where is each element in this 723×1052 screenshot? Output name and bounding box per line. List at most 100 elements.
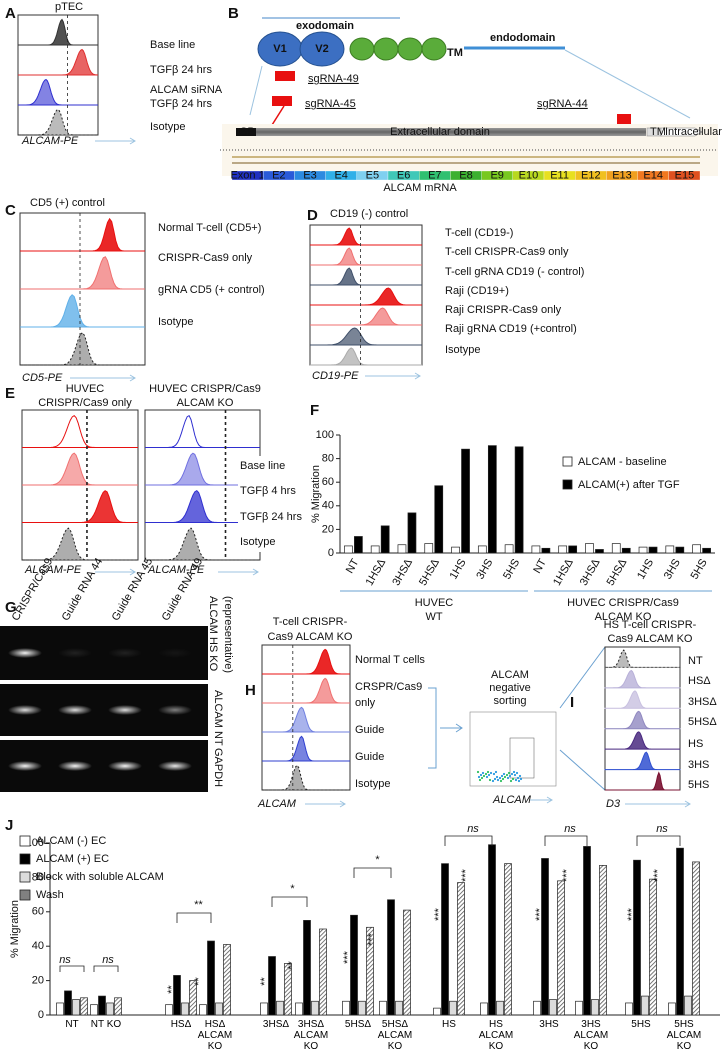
axis-label: CD5-PE xyxy=(22,372,63,384)
bar xyxy=(684,995,692,1016)
significance: ** xyxy=(166,985,178,994)
histogram-peak xyxy=(18,48,99,76)
panel-label: E xyxy=(5,385,15,402)
x-tick-label: HS ALCAM KO xyxy=(478,1019,514,1052)
histogram-peak xyxy=(22,452,138,486)
legend-swatch xyxy=(19,835,31,847)
significance: ns xyxy=(564,823,576,835)
x-tick-label: 5HS xyxy=(689,557,710,582)
arrow-head xyxy=(684,800,691,808)
row-label: Normal T cells xyxy=(355,654,425,666)
exon-label: E11 xyxy=(550,169,569,181)
guide-label: sgRNA-44 xyxy=(537,98,588,110)
line xyxy=(559,749,606,791)
sort-event xyxy=(511,777,515,781)
bar xyxy=(692,861,700,1016)
legend-swatch xyxy=(19,871,31,883)
panel-label: B xyxy=(228,5,239,22)
row-label: Guide xyxy=(355,751,384,763)
group-label: HUVEC CRISPR/Cas9 xyxy=(567,597,679,609)
exon xyxy=(668,170,701,181)
gene-label: SP xyxy=(240,126,255,138)
bar xyxy=(403,909,411,1016)
sort-event xyxy=(506,776,510,780)
significance: ns xyxy=(467,823,479,835)
guide-label: sgRNA-49 xyxy=(308,73,359,85)
x-tick-label: 5HSΔ xyxy=(605,556,630,587)
exon-label: E6 xyxy=(397,169,410,181)
bar xyxy=(575,1000,583,1016)
y-tick-label: 60 xyxy=(322,476,334,488)
histogram-peak xyxy=(262,735,350,762)
bar xyxy=(223,944,231,1016)
sort-event xyxy=(505,773,509,777)
panel-label: F xyxy=(310,402,319,419)
x-tick-label: HS xyxy=(442,1019,456,1030)
panel-title: CRISPR/Cas9 only xyxy=(38,397,132,409)
gel-band xyxy=(108,705,142,715)
row-label: Raji CRISPR-Cas9 only xyxy=(445,304,562,316)
x-tick-label: 3HS xyxy=(539,1019,559,1030)
row-label: CRISPR-Cas9 only xyxy=(158,252,253,264)
row-label: T-cell CRISPR-Cas9 only xyxy=(445,246,569,258)
domain-label: endodomain xyxy=(490,32,556,44)
gel-band xyxy=(108,761,142,771)
line xyxy=(271,105,285,126)
legend-swatch xyxy=(19,853,31,865)
exon-label: Exon 1 xyxy=(230,169,264,181)
row-label: gRNA CD5 (+ control) xyxy=(158,284,265,296)
gel-band xyxy=(58,648,92,658)
y-tick-label: 100 xyxy=(316,429,334,441)
sort-event xyxy=(479,773,483,777)
gene-label: Extracellular domain xyxy=(390,126,490,138)
sort-event xyxy=(482,774,486,778)
row-label: Normal T-cell (CD5+) xyxy=(158,222,261,234)
significance-bracket xyxy=(59,965,85,972)
row-label: HS xyxy=(688,738,703,750)
row-label: Raji (CD19+) xyxy=(445,285,509,297)
bar xyxy=(181,1002,189,1016)
bar xyxy=(441,863,449,1016)
significance-bracket xyxy=(176,912,212,923)
bar xyxy=(311,1000,319,1016)
x-tick-label: HSΔ ALCAM KO xyxy=(197,1019,233,1052)
exon-label: E9 xyxy=(490,169,503,181)
x-tick-label: 1HSΔ xyxy=(364,556,389,587)
sort-event xyxy=(501,777,505,781)
bar xyxy=(541,547,551,554)
sort-plot xyxy=(469,711,557,787)
sort-event xyxy=(519,777,523,781)
bar xyxy=(557,880,565,1016)
bar xyxy=(366,926,374,1016)
label-backdrop xyxy=(238,456,298,552)
y-tick-label: 80 xyxy=(32,871,44,883)
sort-event xyxy=(496,778,500,782)
bar xyxy=(568,545,578,554)
bar xyxy=(599,865,607,1016)
x-tick-label: 3HSΔ xyxy=(262,1019,290,1030)
gel-band xyxy=(8,761,42,771)
significance-bracket xyxy=(93,965,119,972)
bar xyxy=(295,1002,303,1016)
bar xyxy=(496,1000,504,1016)
sort-event xyxy=(517,779,521,783)
histogram-peak xyxy=(604,751,681,771)
histogram-peak xyxy=(604,731,681,750)
histogram-peak xyxy=(262,677,350,704)
histogram-peak xyxy=(310,267,422,286)
bar xyxy=(451,546,460,554)
bar xyxy=(284,963,292,1016)
group-label: HUVEC xyxy=(415,597,454,609)
bar xyxy=(433,1007,441,1016)
caption: ALCAM mRNA xyxy=(383,182,457,194)
bar xyxy=(621,547,631,554)
bar xyxy=(207,940,215,1016)
x-tick-label: NT xyxy=(531,557,549,576)
x-tick-label: 3HS xyxy=(474,557,495,582)
histogram-peak xyxy=(20,256,145,290)
domain-name: V2 xyxy=(315,43,328,55)
bar xyxy=(549,999,557,1016)
bar xyxy=(702,547,711,554)
group-label: WT xyxy=(425,611,442,623)
gene-intracellular xyxy=(660,127,703,137)
